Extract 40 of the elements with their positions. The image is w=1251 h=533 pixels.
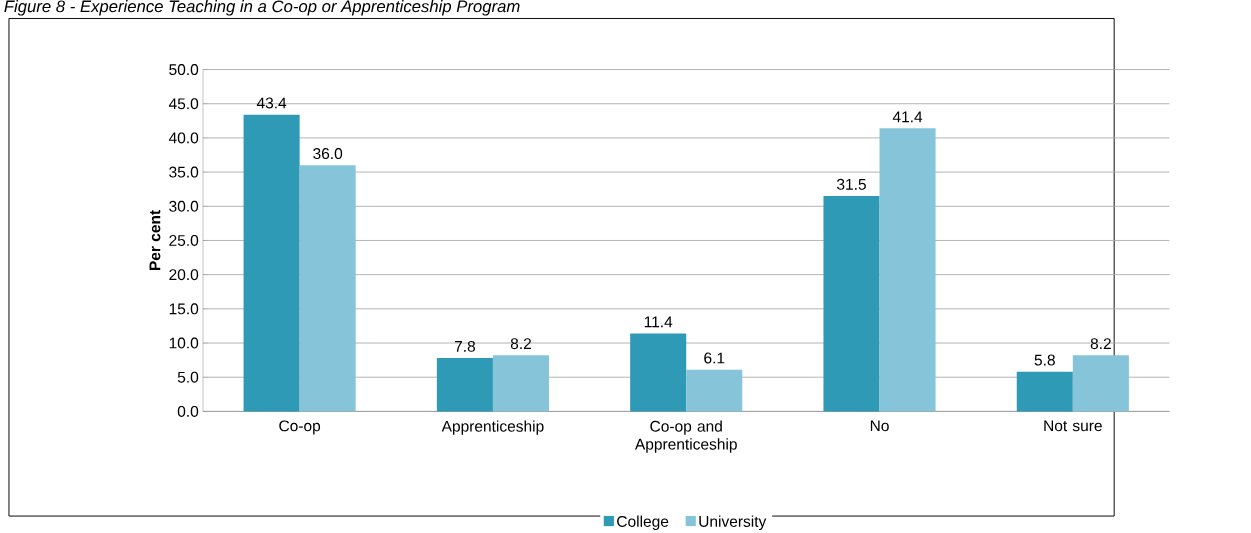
bar (630, 333, 687, 412)
x-tick-label: Not sure (1044, 420, 1102, 432)
data-label: 43.4 (256, 97, 287, 109)
bar (299, 165, 356, 412)
data-label: 11.4 (644, 316, 673, 328)
data-label: 6.1 (704, 352, 725, 364)
y-tick-label: 0.0 (177, 405, 199, 417)
y-tick-label: 50.0 (169, 63, 199, 75)
y-tick-label: 10.0 (169, 337, 199, 349)
x-tick-label: Co-op and Apprenticeship (634, 420, 737, 453)
y-tick-label: 40.0 (168, 132, 199, 144)
y-tick-label: 15.0 (169, 303, 199, 315)
bar (436, 357, 493, 412)
y-tick-label: 20.0 (169, 268, 199, 280)
data-label: 31.5 (837, 178, 866, 190)
y-tick-label: 35.0 (169, 166, 199, 178)
bar (879, 128, 936, 412)
data-label: 5.8 (1034, 354, 1055, 366)
x-tick-label: Apprenticeship (441, 420, 544, 435)
y-tick-label: 25.0 (169, 234, 199, 246)
y-tick-label: 45.0 (168, 98, 199, 110)
data-label: 7.8 (454, 340, 476, 352)
y-tick-label: 30.0 (169, 200, 199, 212)
bar (492, 355, 549, 412)
data-label: 36.0 (313, 147, 343, 159)
bar (1072, 355, 1129, 412)
data-label: 8.2 (1090, 337, 1111, 349)
x-tick-label: Co-op (279, 420, 321, 435)
data-label: 41.4 (892, 111, 923, 122)
bar (823, 195, 880, 412)
chart-title: Figure 8 - Experience Teaching in a Co-op or Apprenticeship Program (4, 0, 520, 16)
data-label: 8.2 (510, 337, 531, 349)
legend-label: University (699, 515, 767, 530)
x-tick-label: No (870, 420, 889, 432)
bar (243, 114, 300, 412)
y-axis-title: Per cent (149, 209, 161, 270)
legend-label: College (617, 515, 669, 530)
bar (686, 369, 743, 412)
bar (1016, 371, 1073, 412)
y-tick-label: 5.0 (177, 371, 199, 383)
